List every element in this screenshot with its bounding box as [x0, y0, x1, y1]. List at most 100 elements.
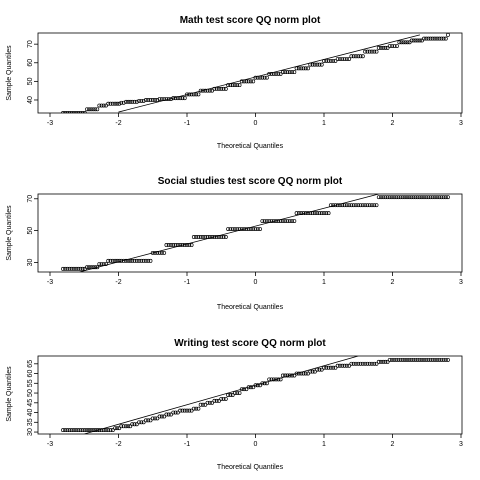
math-data-point [435, 36, 440, 41]
math-data-point [65, 111, 70, 113]
math-data-point [354, 54, 358, 59]
math-y-tick-label: 40 [27, 96, 34, 104]
writing-data-point [383, 359, 388, 364]
writing-data-point [296, 371, 301, 376]
math-data-point [306, 66, 310, 71]
social-data-point [374, 203, 379, 208]
math-data-point [312, 62, 317, 67]
math-data-point [335, 57, 340, 61]
social-data-point [335, 203, 340, 208]
social-data-point [76, 266, 81, 271]
social-data-point [214, 235, 219, 239]
writing-x-tick-label: -2 [115, 441, 121, 448]
math-data-point [411, 38, 416, 43]
writing-chart-title: Writing test score QQ norm plot [174, 338, 326, 349]
writing-data-point [349, 361, 354, 366]
writing-data-point [178, 408, 183, 413]
writing-data-point [134, 422, 139, 427]
math-data-point [326, 58, 331, 63]
writing-plot-frame [37, 355, 463, 435]
social-data-point [360, 203, 365, 208]
writing-data-point [376, 359, 381, 364]
math-data-point [150, 98, 155, 102]
writing-data-point [374, 361, 379, 366]
social-data-point [276, 219, 281, 224]
writing-data-point [119, 424, 124, 429]
social-data-point [262, 219, 267, 224]
math-data-point [85, 107, 89, 112]
social-data-point [221, 235, 226, 239]
writing-data-point [242, 387, 247, 392]
math-data-point [157, 97, 162, 101]
social-data-point [422, 195, 426, 200]
writing-data-point [363, 361, 368, 366]
writing-data-point [78, 428, 83, 433]
writing-data-point [85, 428, 89, 433]
writing-data-point [267, 377, 272, 382]
social-data-point [223, 235, 228, 239]
writing-data-point [253, 383, 258, 388]
writing-data-point [301, 371, 306, 376]
math-data-point [269, 71, 274, 76]
writing-data-point [351, 361, 356, 366]
writing-data-point [143, 418, 148, 423]
writing-data-point [319, 367, 324, 372]
writing-data-point [93, 428, 98, 433]
social-data-point [187, 242, 192, 247]
math-data-point [439, 36, 444, 41]
social-data-point [101, 262, 106, 266]
writing-x-tick-label: 0 [254, 441, 258, 448]
social-data-point [159, 250, 164, 255]
writing-data-point [166, 412, 171, 417]
writing-data-point [443, 357, 448, 362]
writing-data-point [347, 363, 352, 368]
social-data-point [271, 219, 276, 224]
social-data-point [246, 227, 251, 231]
math-data-point [328, 58, 333, 63]
writing-y-tick-label: 45 [27, 399, 34, 407]
writing-data-point [439, 357, 444, 362]
social-data-point [169, 242, 173, 247]
math-data-point [374, 49, 379, 54]
math-data-point [267, 71, 272, 76]
social-data-point [166, 242, 171, 247]
social-y-tick-label: 50 [27, 227, 34, 235]
social-data-point [171, 242, 176, 247]
writing-data-point [173, 410, 178, 415]
social-data-point [178, 242, 183, 247]
social-data-point [80, 266, 85, 271]
writing-data-point [274, 377, 278, 382]
writing-data-point [223, 396, 228, 401]
writing-data-point [360, 361, 365, 366]
writing-data-point [370, 361, 374, 366]
social-x-tick-label: 3 [459, 279, 463, 286]
social-data-point [244, 227, 249, 231]
social-data-point [162, 250, 167, 255]
writing-data-point [67, 428, 72, 433]
math-data-point [106, 101, 111, 106]
math-data-point [69, 111, 74, 113]
math-data-point [89, 107, 94, 112]
writing-data-point [417, 357, 422, 362]
math-data-point [214, 86, 219, 91]
math-data-point [175, 96, 180, 101]
social-data-point [301, 211, 306, 216]
social-data-point [260, 219, 265, 224]
social-data-point [106, 258, 111, 263]
writing-y-tick-label: 65 [27, 360, 34, 368]
social-data-point [306, 211, 310, 216]
writing-data-point [400, 357, 405, 362]
panel-social-studies: Social studies test score QQ norm plot T… [6, 176, 463, 311]
math-data-point [356, 54, 361, 59]
math-data-point [340, 57, 345, 61]
writing-data-point [106, 428, 111, 433]
writing-data-point [246, 385, 251, 390]
math-data-point [331, 58, 336, 63]
math-data-point [185, 92, 189, 97]
writing-data-point [271, 377, 276, 382]
math-data-point [244, 79, 249, 84]
math-data-point [415, 38, 420, 43]
social-data-point [340, 203, 345, 208]
math-data-point [219, 86, 224, 91]
math-data-point [171, 96, 176, 101]
